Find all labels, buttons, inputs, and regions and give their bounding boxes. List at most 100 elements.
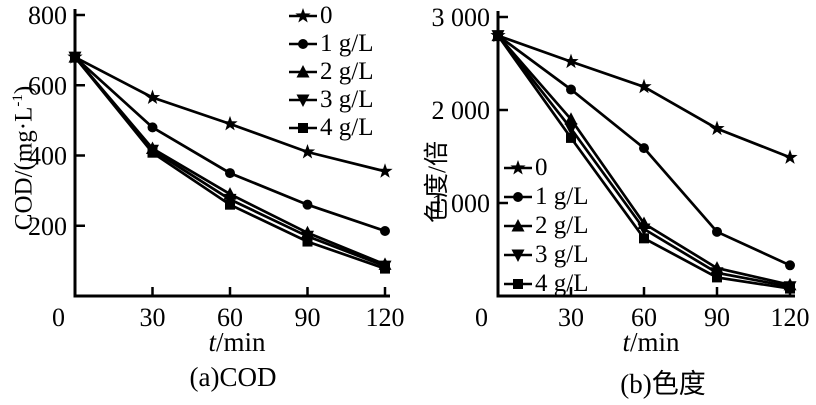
star-marker: [563, 53, 579, 69]
square-marker: [380, 263, 390, 274]
star-marker: [510, 160, 526, 175]
x-axis-unit: /min: [216, 327, 266, 357]
x-tick-label: 90: [704, 303, 730, 332]
triangle-up-icon: [503, 217, 533, 235]
y-axis-label-close: ): [10, 85, 38, 95]
circle-marker: [147, 122, 158, 133]
legend-label: 1 g/L: [320, 30, 374, 57]
circle-marker: [785, 260, 795, 271]
legend-item: 2 g/L: [288, 59, 373, 85]
legend-item: 3 g/L: [288, 87, 373, 113]
legend-item: 3 g/L: [503, 242, 588, 268]
chart-a-caption: (a)COD: [189, 362, 277, 392]
triangle-down-icon: [288, 91, 318, 109]
star-marker: [299, 143, 316, 159]
triangle-down-icon: [503, 246, 533, 264]
star-icon: [503, 159, 533, 177]
circle-marker: [712, 226, 722, 237]
y-tick-label: 2 000: [432, 96, 491, 125]
legend-label: 0: [320, 2, 333, 29]
square-marker: [298, 123, 308, 133]
square-marker: [147, 147, 158, 158]
x-ticks: 30 60 90 120: [558, 287, 810, 332]
legend-label: 4 g/L: [320, 114, 374, 141]
chart-b-legend: 0 1 g/L 2 g/L 3 g/L 4 g/L: [503, 155, 588, 297]
x-tick-label: 30: [140, 303, 166, 332]
legend-item: 1 g/L: [288, 31, 373, 57]
square-icon: [503, 275, 533, 293]
circle-marker: [566, 84, 576, 95]
y-ticks: 0 1 000 2 000 3 000: [432, 3, 508, 332]
square-marker: [566, 132, 576, 143]
square-marker: [639, 233, 649, 244]
square-marker: [493, 30, 503, 41]
circle-icon: [288, 35, 318, 53]
legend-label: 2 g/L: [320, 58, 374, 85]
x-axis-variable: t: [622, 327, 630, 357]
chart-a-x-axis-label: t/min: [127, 327, 347, 358]
y-tick-label: 800: [28, 1, 67, 30]
y-tick-label: 200: [28, 212, 67, 241]
circle-marker: [302, 199, 313, 210]
x-tick-label: 120: [366, 303, 405, 332]
origin-tick-label: 0: [52, 303, 65, 332]
triangle-down-marker: [511, 249, 525, 262]
legend-label: 0: [535, 154, 548, 181]
series-4-g-L: [493, 30, 795, 294]
x-tick-label: 120: [771, 303, 810, 332]
chart-a-plot: 0 200 400 600 800 30 60 90 120: [28, 1, 405, 332]
axes: [73, 9, 390, 298]
chart-b-x-axis-label: t/min: [541, 327, 761, 358]
y-tick-label: 600: [28, 71, 67, 100]
y-tick-label: 400: [28, 142, 67, 171]
chart-a-y-axis-label: COD/(mg·L-1): [3, 18, 37, 298]
triangle-up-marker: [296, 65, 310, 78]
x-ticks: 30 60 90 120: [140, 287, 405, 332]
chart-a-legend: 0 1 g/L 2 g/L 3 g/L 4 g/L: [288, 3, 373, 141]
legend-label: 1 g/L: [535, 183, 589, 210]
legend-label: 3 g/L: [320, 86, 374, 113]
origin-tick-label: 0: [475, 303, 488, 332]
axes: [496, 11, 795, 298]
square-marker: [785, 283, 795, 294]
x-axis-variable: t: [208, 327, 216, 357]
y-ticks: 0 200 400 600 800: [28, 1, 85, 332]
legend-item: 1 g/L: [503, 184, 588, 210]
circle-icon: [503, 188, 533, 206]
star-marker: [636, 78, 652, 94]
legend-item: 0: [288, 3, 373, 29]
triangle-down-marker: [296, 94, 310, 107]
y-axis-label-text: COD/(mg·L: [10, 106, 38, 231]
square-marker: [70, 52, 80, 63]
y-axis-label-superscript: -1: [10, 94, 26, 107]
square-marker: [712, 272, 722, 283]
legend-item: 4 g/L: [503, 271, 588, 297]
circle-marker: [380, 226, 390, 237]
circle-marker: [298, 39, 308, 49]
star-marker: [222, 115, 238, 131]
x-tick-label: 60: [631, 303, 657, 332]
star-marker: [377, 163, 393, 178]
x-tick-label: 30: [558, 303, 584, 332]
circle-marker: [225, 168, 235, 179]
x-axis-unit: /min: [630, 327, 680, 357]
star-marker: [295, 8, 311, 23]
chart-b-y-axis-label: 色度/倍: [424, 141, 451, 223]
triangle-down-marker: [637, 223, 651, 237]
chart-b-caption: (b)色度: [620, 369, 706, 399]
x-tick-label: 60: [217, 303, 243, 332]
triangle-up-icon: [288, 63, 318, 81]
star-marker: [782, 149, 798, 164]
legend-label: 2 g/L: [535, 212, 589, 239]
circle-marker: [513, 192, 523, 202]
square-marker: [302, 236, 313, 247]
x-tick-label: 90: [295, 303, 321, 332]
legend-item: 4 g/L: [288, 115, 373, 141]
square-icon: [288, 119, 318, 137]
circle-marker: [639, 143, 649, 154]
star-marker: [709, 120, 725, 136]
square-marker: [513, 279, 523, 289]
y-tick-label: 3 000: [432, 3, 491, 32]
legend-item: 2 g/L: [503, 213, 588, 239]
